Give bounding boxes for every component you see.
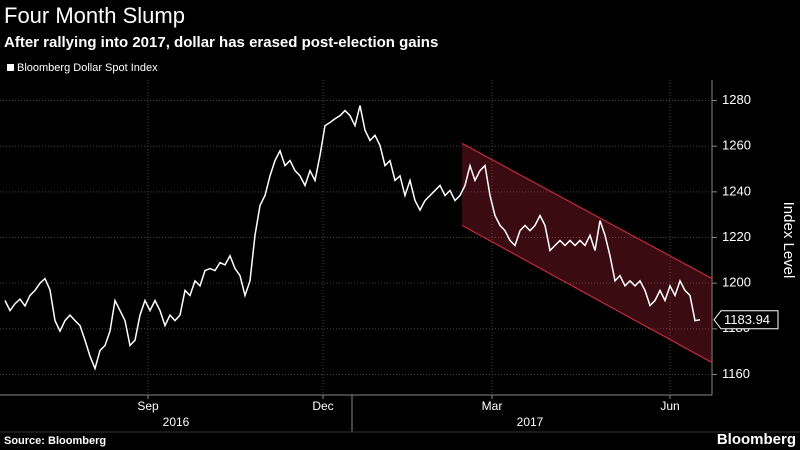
y-tick-label: 1260 — [722, 138, 751, 153]
last-value-label: 1183.94 — [724, 312, 770, 327]
y-tick-label: 1220 — [722, 229, 751, 244]
channel-lower — [461, 224, 713, 364]
y-tick-label: 1280 — [722, 92, 751, 107]
trend-channel — [462, 143, 712, 363]
y-axis-label: Index Level — [780, 202, 797, 279]
brand: Bloomberg — [717, 431, 796, 448]
x-tick-label: Jun — [660, 399, 679, 413]
legend-label: Bloomberg Dollar Spot Index — [17, 62, 158, 74]
chart-title: Four Month Slump — [4, 3, 185, 28]
channel-upper — [461, 142, 713, 280]
series-line — [4, 105, 701, 371]
year-label: 2016 — [163, 415, 190, 429]
y-tick-label: 1160 — [722, 366, 750, 381]
y-tick-label: 1240 — [722, 183, 751, 198]
x-tick-label: Sep — [137, 399, 159, 413]
legend-swatch — [7, 64, 14, 71]
last-value-box — [713, 310, 779, 330]
chart-subtitle: After rallying into 2017, dollar has era… — [4, 34, 438, 51]
source: Source: Bloomberg — [4, 435, 106, 447]
x-tick-label: Dec — [312, 399, 333, 413]
x-tick-label: Mar — [482, 399, 503, 413]
year-label: 2017 — [517, 415, 544, 429]
y-tick-label: 1200 — [722, 275, 751, 290]
